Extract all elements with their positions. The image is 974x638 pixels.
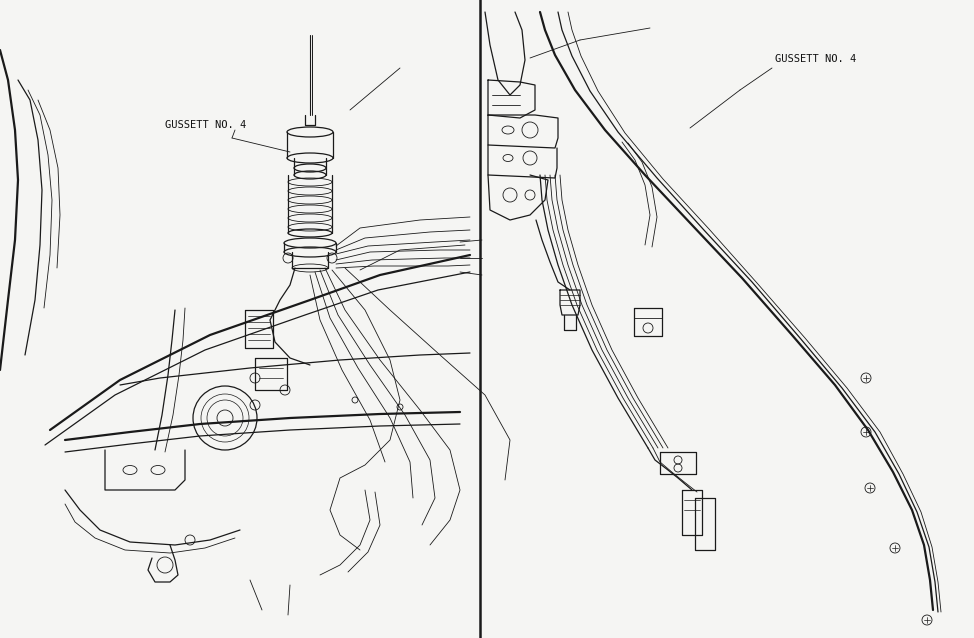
Text: GUSSETT NO. 4: GUSSETT NO. 4 [775,54,856,64]
Text: GUSSETT NO. 4: GUSSETT NO. 4 [165,120,246,130]
